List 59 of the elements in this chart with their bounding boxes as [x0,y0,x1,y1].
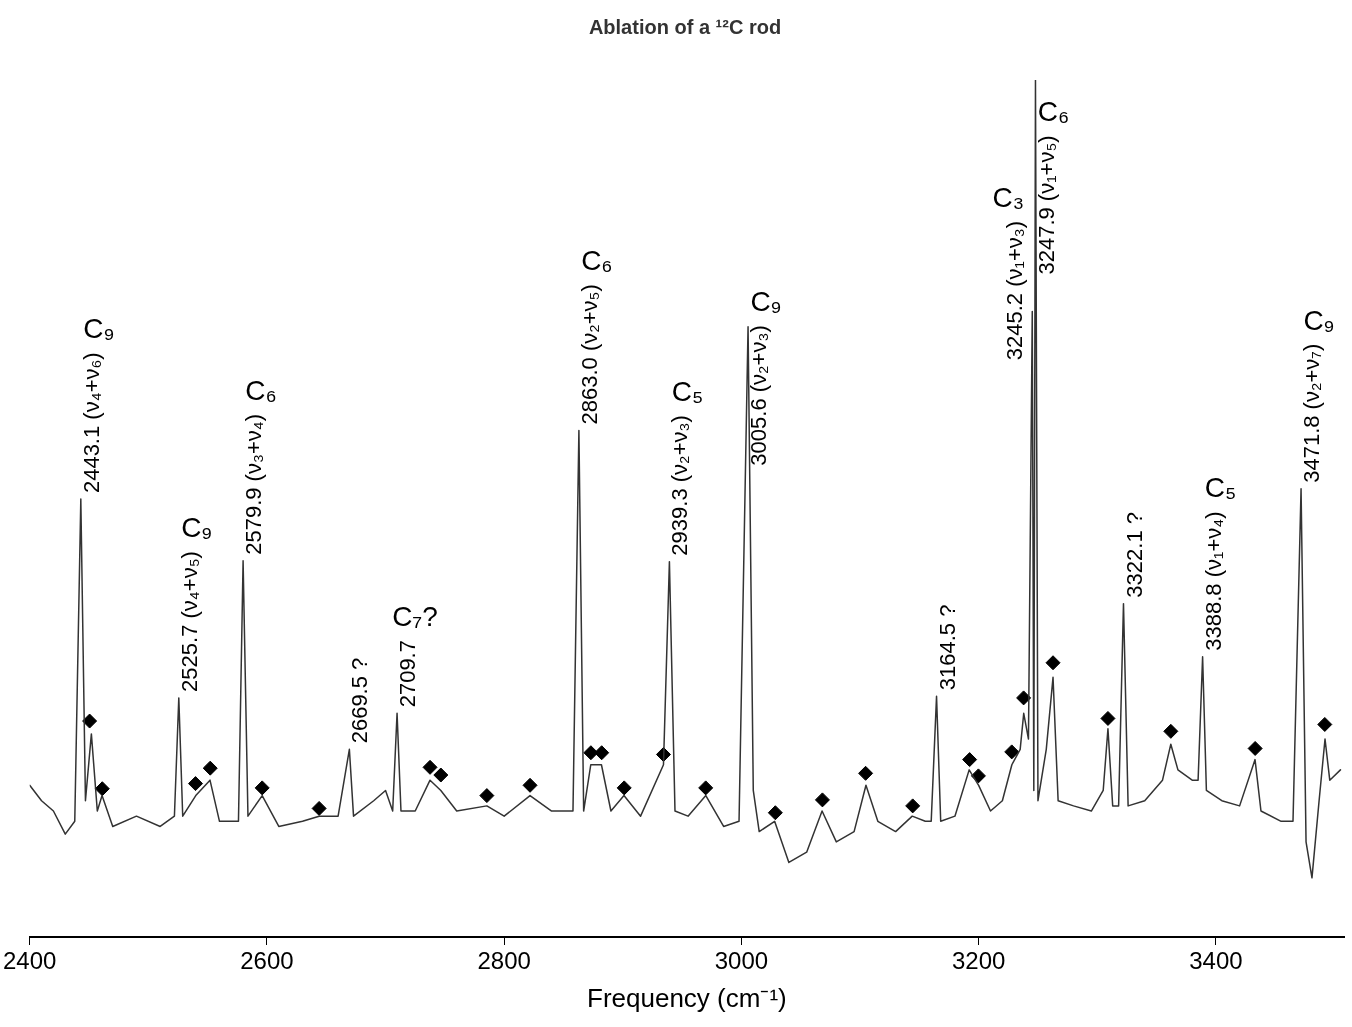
annotation: 3388.8 (ν₁+ν₄) [1200,511,1226,651]
point [1317,716,1333,732]
annotation: 3245.2 (ν₁+ν₃) [1002,220,1028,361]
annotation: C₉ [181,511,213,543]
point [82,713,98,729]
point [1045,655,1061,671]
x-tick-label: 2600 [240,947,294,975]
point [522,777,538,793]
point [1163,723,1179,739]
point [94,781,110,797]
x-tick-label: 2800 [477,947,531,975]
annotation: C₆ [581,244,613,276]
annotation: C₅ [671,375,704,407]
point [962,752,978,768]
point [433,767,449,783]
annotation: C₇? [392,600,438,632]
x-axis-title: Frequency (cm⁻¹) [587,982,787,1013]
point [814,792,830,808]
x-tick-label: 3400 [1189,947,1243,975]
x-tick-label: 2400 [3,947,57,975]
annotation: 2709.7 [395,640,421,708]
point [616,780,632,796]
point [594,745,610,761]
point [767,805,783,821]
annotation: 2579.9 (ν₃+ν₄) [241,413,267,555]
annotation: 2863.0 (ν₂+ν₅) [576,284,602,425]
annotation: C₆ [1037,96,1070,128]
annotation: C₅ [1204,472,1237,504]
annotation: C₉ [83,313,115,345]
x-tick-label: 3000 [714,947,769,975]
point [905,798,921,814]
point [583,745,599,761]
point [1004,744,1020,760]
point [1247,740,1263,756]
annotation: 3247.9 (ν₁+ν₅) [1033,135,1059,275]
annotation: C₆ [245,374,277,406]
point [254,780,270,796]
chart-title: Ablation of a ¹²C rod [588,15,782,38]
point [1016,690,1032,706]
annotation: C₃ [992,181,1025,213]
annotation: 3471.8 (ν₂+ν₇) [1299,343,1325,483]
annotation: 3164.5 ? [934,604,960,691]
annotation: 2525.7 (ν₄+ν₅) [176,551,202,692]
point [422,759,438,775]
annotation: 3322.1 ? [1121,511,1147,598]
annotation: 2669.5 ? [347,657,373,744]
annotation: 2939.3 (ν₂+ν₃) [667,415,693,556]
point [698,780,714,796]
point [858,765,874,781]
point [311,800,327,816]
point [1100,710,1116,726]
annotation: 3005.6 (ν₂+ν₃) [746,325,772,466]
point [188,776,204,792]
x-tick-label: 3200 [951,947,1006,975]
point [202,760,218,776]
annotation: C₉ [1303,304,1335,336]
annotation: C₉ [750,285,782,317]
annotation: 2443.1 (ν₄+ν₆) [78,352,104,494]
point [479,788,495,804]
